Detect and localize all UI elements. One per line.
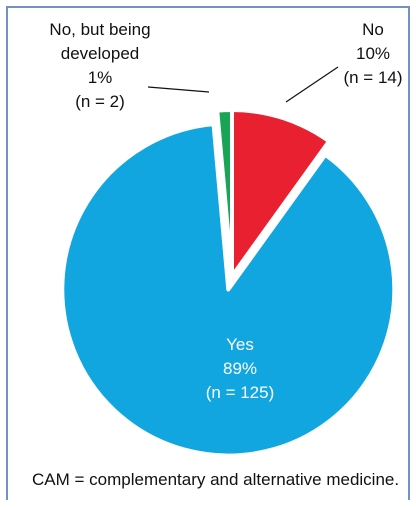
label-yes-percent: 89% xyxy=(223,359,257,378)
chart-figure: No 10% (n = 14) No, but being developed … xyxy=(6,6,410,500)
label-yes-name: Yes xyxy=(226,335,254,354)
leader-line-developed xyxy=(147,86,210,93)
pie-slice-no-but-being-developed xyxy=(215,108,234,278)
pie-slice-yes xyxy=(60,122,397,458)
label-no-count: (n = 14) xyxy=(343,68,402,87)
label-no-percent: 10% xyxy=(356,44,390,63)
footnote: CAM = complementary and alternative medi… xyxy=(32,470,400,489)
label-yes-count: (n = 125) xyxy=(206,383,275,402)
leader-lines xyxy=(147,66,339,103)
label-developed-count: (n = 2) xyxy=(75,92,125,111)
label-no-name: No xyxy=(362,20,384,39)
pie-slice-no xyxy=(230,108,331,278)
label-developed-line2: developed xyxy=(61,44,139,63)
pie-slices xyxy=(60,108,397,458)
pie-chart: No 10% (n = 14) No, but being developed … xyxy=(49,20,403,458)
leader-line-no xyxy=(285,66,339,103)
label-developed-line1: No, but being xyxy=(49,20,150,39)
label-developed-percent: 1% xyxy=(88,68,113,87)
